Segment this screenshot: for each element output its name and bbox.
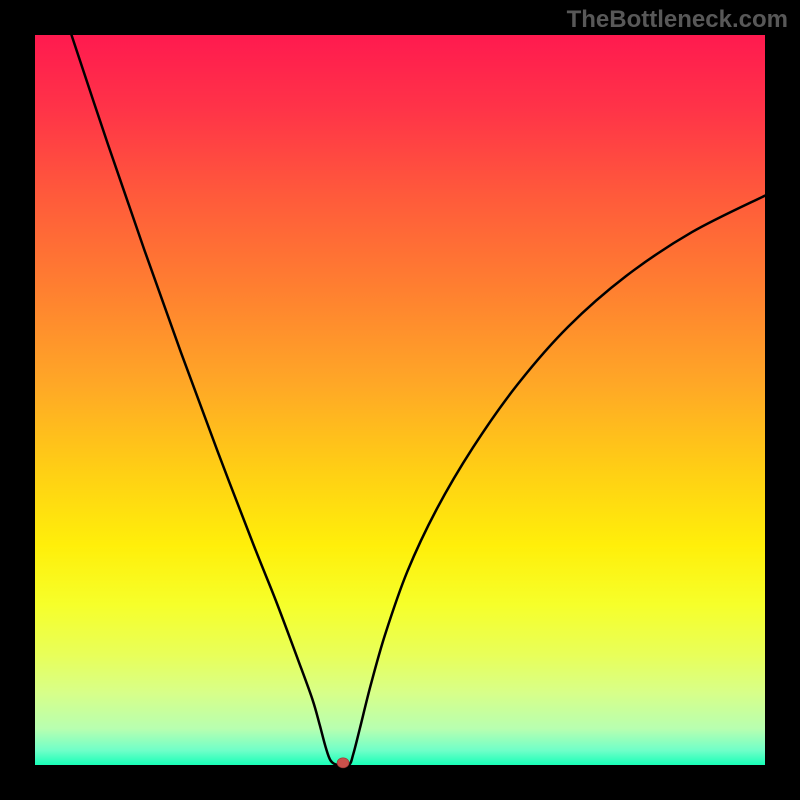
- chart-container: TheBottleneck.com: [0, 0, 800, 800]
- optimal-marker: [337, 758, 349, 768]
- bottleneck-plot: [0, 0, 800, 800]
- gradient-panel: [35, 35, 765, 765]
- watermark-text: TheBottleneck.com: [567, 6, 788, 34]
